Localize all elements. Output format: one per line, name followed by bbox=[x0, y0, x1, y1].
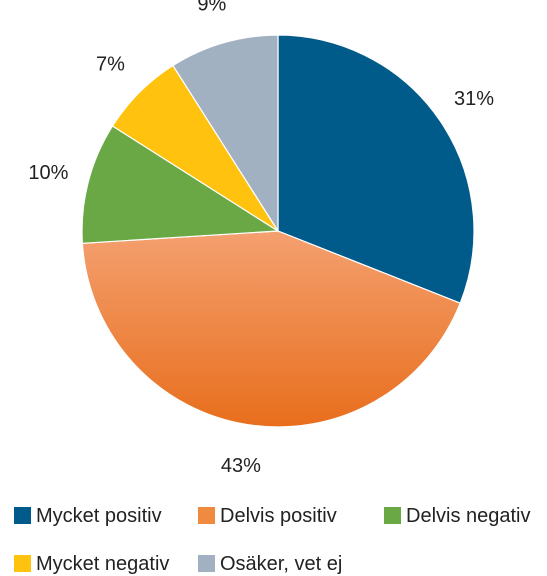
legend: Mycket positiv Delvis positiv Delvis negat… bbox=[14, 505, 531, 575]
pie-slice-mycket-positiv bbox=[277, 34, 475, 304]
slice-label-osaker-vet-ej: 9% bbox=[197, 0, 226, 15]
slice-label-delvis-negativ: 10% bbox=[28, 162, 68, 184]
legend-label-mycket-negativ: Mycket negativ bbox=[36, 553, 169, 575]
legend-swatch-delvis-negativ bbox=[384, 507, 401, 524]
pie-slices bbox=[81, 34, 475, 428]
pie-slice-delvis-positiv bbox=[81, 230, 462, 428]
slice-label-delvis-positiv: 43% bbox=[221, 455, 261, 477]
legend-item-mycket-positiv: Mycket positiv bbox=[14, 505, 162, 527]
legend-label-osaker-vet-ej: Osäker, vet ej bbox=[220, 553, 342, 575]
legend-item-delvis-positiv: Delvis positiv bbox=[198, 505, 337, 527]
pie-slice-osaker-vet-ej bbox=[172, 34, 279, 234]
legend-item-osaker-vet-ej: Osäker, vet ej bbox=[198, 553, 342, 575]
legend-label-delvis-negativ: Delvis negativ bbox=[406, 505, 531, 527]
legend-swatch-mycket-negativ bbox=[14, 555, 31, 572]
legend-label-delvis-positiv: Delvis positiv bbox=[220, 505, 337, 527]
pie-slice-delvis-negativ bbox=[81, 125, 280, 244]
legend-item-delvis-negativ: Delvis negativ bbox=[384, 505, 531, 527]
slice-label-mycket-negativ: 7% bbox=[96, 53, 125, 75]
legend-swatch-mycket-positiv bbox=[14, 507, 31, 524]
slice-label-mycket-positiv: 31% bbox=[454, 88, 494, 110]
legend-label-mycket-positiv: Mycket positiv bbox=[36, 505, 162, 527]
slice-labels: 31% 43% 10% 7% 9% bbox=[28, 0, 494, 477]
legend-item-mycket-negativ: Mycket negativ bbox=[14, 553, 169, 575]
legend-swatch-osaker-vet-ej bbox=[198, 555, 215, 572]
legend-swatch-delvis-positiv bbox=[198, 507, 215, 524]
